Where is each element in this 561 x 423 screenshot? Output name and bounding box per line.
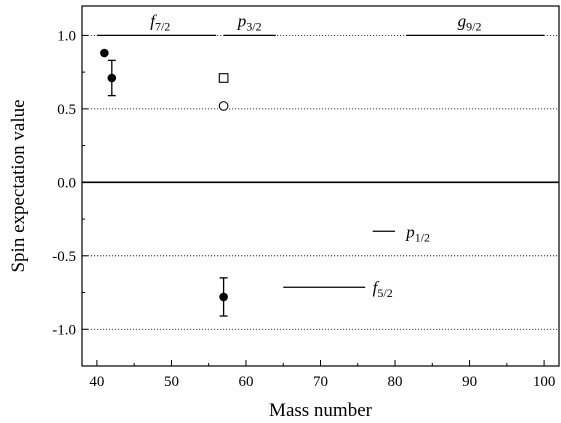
- orbital-subscript: 3/2: [246, 19, 261, 33]
- data-point-open-square: [218, 73, 229, 83]
- orbital-letter: f: [373, 278, 380, 297]
- data-point-filled-circle: [107, 73, 117, 83]
- orbital-label: f5/2: [373, 278, 393, 300]
- y-tick-label: 0.5: [57, 102, 76, 118]
- orbital-subscript: 9/2: [466, 19, 481, 33]
- orbital-subscript: 5/2: [377, 286, 392, 300]
- orbital-label: f7/2: [150, 11, 170, 33]
- orbital-label: p1/2: [405, 222, 430, 244]
- y-tick-label: 0.0: [57, 175, 76, 191]
- data-point-filled-circle: [100, 48, 109, 58]
- orbital-lines: f7/2 p3/2 g9/2p1/2f5/2: [96, 11, 545, 300]
- x-tick-label: 60: [238, 374, 253, 390]
- orbital-letter: f: [150, 11, 157, 30]
- y-tick-label: 1.0: [57, 28, 76, 44]
- orbital-subscript: 1/2: [415, 230, 430, 244]
- orbital-letter: p: [405, 222, 415, 241]
- x-tick-label: 40: [89, 374, 104, 390]
- grid-lines: [82, 34, 559, 330]
- y-tick-label: -1.0: [52, 322, 76, 338]
- data-point-open-circle: [218, 101, 229, 111]
- x-tick-label: 80: [388, 374, 403, 390]
- orbital-letter: g: [458, 11, 467, 30]
- x-tick-label: 100: [533, 374, 556, 390]
- x-axis-label: Mass number: [269, 400, 373, 421]
- x-tick-label: 50: [164, 374, 179, 390]
- x-tick-label: 90: [462, 374, 477, 390]
- orbital-letter: p: [237, 11, 247, 30]
- orbital-label: g9/2: [458, 11, 482, 33]
- plot-frame: [81, 5, 560, 367]
- orbital-label: p3/2: [237, 11, 262, 33]
- y-axis-label: Spin expectation value: [8, 99, 29, 272]
- orbital-subscript: 7/2: [155, 19, 170, 33]
- data-points: [100, 48, 229, 317]
- x-axis: 40 50 60 70 80 90 100: [89, 360, 555, 390]
- y-axis: 1.0 0.5 0.0 -0.5 -1.0: [52, 28, 88, 367]
- y-tick-label: -0.5: [52, 249, 76, 265]
- data-point-filled-circle: [219, 292, 228, 302]
- x-tick-label: 70: [313, 374, 328, 390]
